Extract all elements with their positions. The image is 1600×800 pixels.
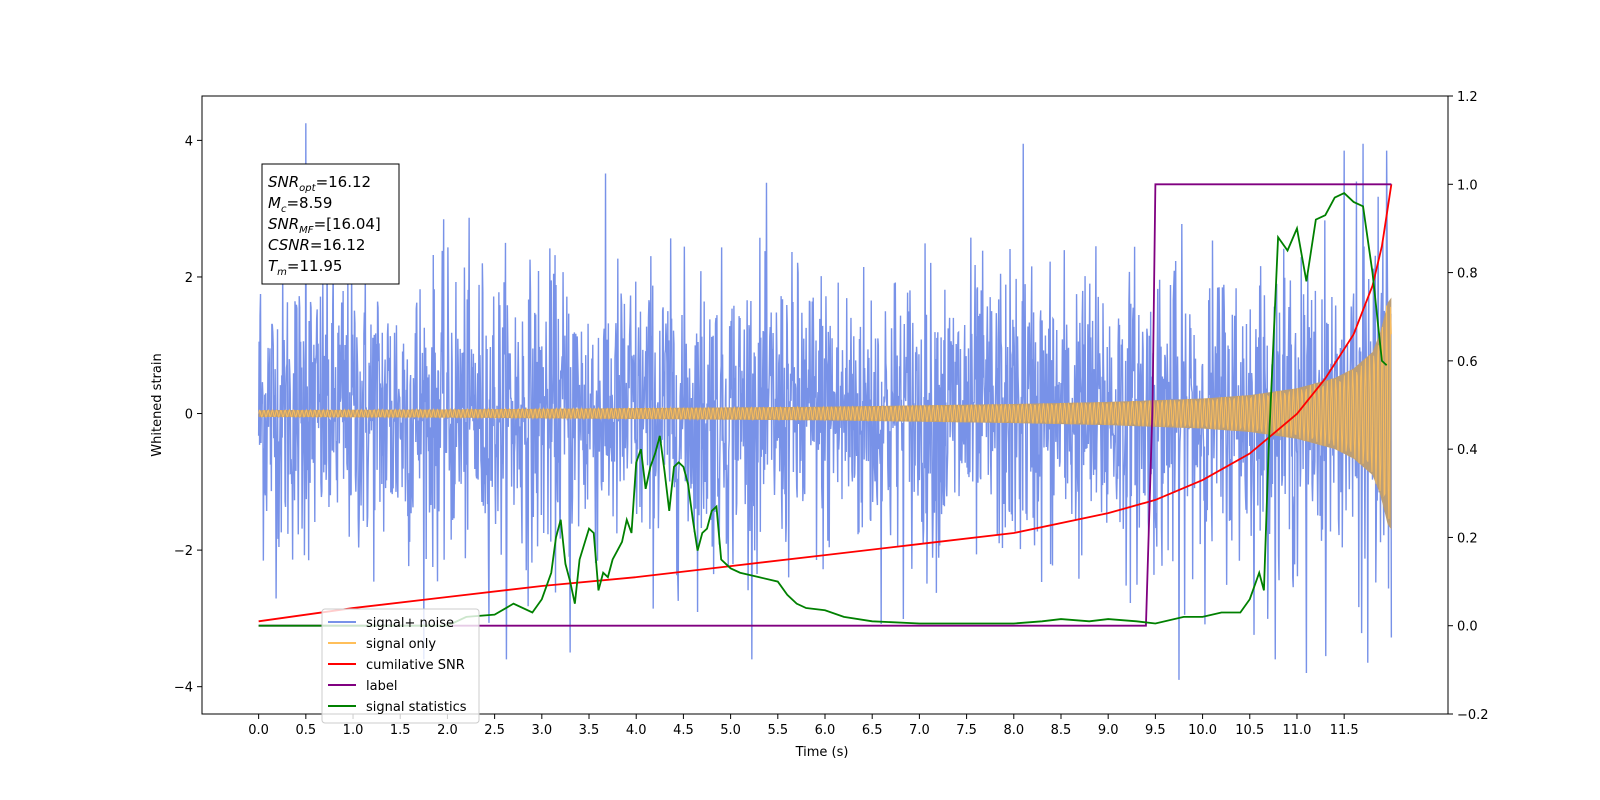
snr-info-box: SNRopt=16.12Mc=8.59SNRMF=[16.04]CSNR=16.… (261, 163, 400, 285)
x-tick-label: 8.5 (1051, 723, 1072, 738)
x-tick-label: 5.5 (767, 723, 788, 738)
series-line-signal-only (258, 305, 1392, 519)
x-tick-label: 9.5 (1145, 723, 1166, 738)
info-line: SNRMF=[16.04] (268, 215, 381, 236)
y-tick-label: −2 (174, 544, 193, 559)
y-tick-label: 4 (185, 134, 193, 149)
x-tick-label: 3.5 (579, 723, 600, 738)
x-tick-label: 11.0 (1282, 723, 1311, 738)
y-axis-label: Whitened strain (150, 353, 165, 456)
legend-label: signal only (366, 637, 436, 652)
y2-tick-label: 0.4 (1457, 443, 1478, 458)
series-layer (257, 123, 1393, 680)
legend-label: cumilative SNR (366, 658, 465, 673)
x-tick-label: 1.0 (343, 723, 364, 738)
series-line-label (258, 183, 1392, 627)
legend-label: label (366, 679, 397, 694)
x-tick-label: 2.5 (484, 723, 505, 738)
x-tick-label: 0.0 (248, 723, 269, 738)
x-axis-label: Time (s) (795, 745, 849, 760)
y2-tick-label: 0.6 (1457, 355, 1478, 370)
y2-tick-label: −0.2 (1457, 708, 1489, 723)
series-area-signal-only (258, 297, 1392, 530)
y-tick-label: −4 (174, 681, 193, 696)
info-line: Mc=8.59 (268, 194, 332, 215)
x-tick-label: 11.5 (1330, 723, 1359, 738)
info-line: SNRopt=16.12 (268, 173, 371, 194)
y-tick-label: 0 (185, 408, 193, 423)
y2-tick-label: 0.8 (1457, 267, 1478, 282)
y-axis-left: −4 −2 0 2 4 (174, 134, 202, 696)
info-box-frame (261, 163, 400, 285)
legend-label: signal+ noise (366, 616, 454, 631)
x-tick-label: 6.0 (815, 723, 836, 738)
x-tick-label: 8.0 (1003, 723, 1024, 738)
x-tick-label: 0.5 (295, 723, 316, 738)
series-line-signal-noise (257, 123, 1393, 680)
y2-tick-label: 1.2 (1457, 90, 1478, 105)
x-tick-label: 4.5 (673, 723, 694, 738)
y-tick-label: 2 (185, 271, 193, 286)
x-tick-label: 1.5 (390, 723, 411, 738)
legend-frame (321, 608, 480, 724)
x-tick-label: 2.0 (437, 723, 458, 738)
y2-tick-label: 0.2 (1457, 531, 1478, 546)
x-tick-label: 5.0 (720, 723, 741, 738)
x-tick-label: 10.5 (1235, 723, 1264, 738)
x-tick-label: 7.5 (956, 723, 977, 738)
y2-tick-label: 1.0 (1457, 178, 1478, 193)
x-tick-label: 6.5 (862, 723, 883, 738)
x-tick-label: 4.0 (626, 723, 647, 738)
legend: signal+ noise signal only cumilative SNR la… (321, 608, 480, 724)
legend-label: signal statistics (366, 700, 467, 715)
x-axis: 0.0 0.5 1.0 1.5 2.0 2.5 3.0 3.5 4.0 4.5 5.0 5.5 6.0 6… (248, 714, 1359, 738)
x-tick-label: 7.0 (909, 723, 930, 738)
y-axis-right: −0.2 0.0 0.2 0.4 0.6 0.8 1.0 1.2 (1448, 90, 1489, 723)
x-tick-label: 10.0 (1188, 723, 1217, 738)
y2-tick-label: 0.0 (1457, 620, 1478, 635)
info-line: Tm=11.95 (268, 257, 342, 278)
x-tick-label: 9.0 (1098, 723, 1119, 738)
series-line-cumilative-snr (258, 184, 1393, 623)
info-line: CSNR=16.12 (268, 236, 365, 254)
x-tick-label: 3.0 (531, 723, 552, 738)
series-line-signal-statistics (258, 192, 1388, 627)
